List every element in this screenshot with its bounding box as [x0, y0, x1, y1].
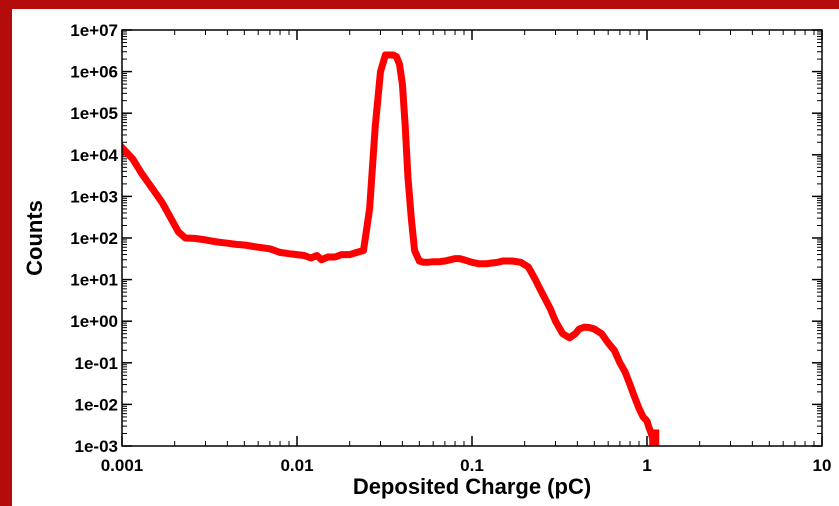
y-tick-label: 1e+01 — [70, 271, 118, 290]
y-tick-label: 1e+06 — [70, 63, 118, 82]
x-axis-title: Deposited Charge (pC) — [353, 474, 591, 499]
deposited-charge-chart: 1e-03 1e-02 1e-01 1e+00 1e+01 1e+02 1e+03 1e+04… — [22, 21, 832, 499]
y-tick-label: 1e-03 — [75, 437, 118, 456]
series-layer — [122, 51, 660, 446]
y-tick-label: 1e+07 — [70, 21, 118, 40]
y-tick-label: 1e-01 — [75, 354, 118, 373]
y-tick-label: 1e+00 — [70, 312, 118, 331]
y-tick-label: 1e-02 — [75, 395, 118, 414]
y-tick-label: 1e+04 — [70, 146, 118, 165]
minor-ticks — [122, 30, 822, 446]
plot-area-frame — [121, 29, 823, 447]
y-tick-label: 1e+05 — [70, 104, 118, 123]
chart-panel: 1e-03 1e-02 1e-01 1e+00 1e+01 1e+02 1e+03 1e+04… — [12, 9, 839, 506]
x-tick-label: 10 — [813, 456, 832, 475]
y-tick-label: 1e+03 — [70, 187, 118, 206]
x-tick-label: 1 — [642, 456, 651, 475]
y-axis-title: Counts — [22, 200, 47, 276]
y-tick-labels: 1e-03 1e-02 1e-01 1e+00 1e+01 1e+02 1e+03 1e+04… — [70, 21, 118, 456]
series-line — [122, 51, 658, 446]
y-tick-label: 1e+02 — [70, 229, 118, 248]
x-tick-labels: 0.001 0.01 0.1 1 10 — [101, 456, 832, 475]
x-tick-label: 0.01 — [280, 456, 313, 475]
series-end-marker — [649, 429, 660, 446]
major-ticks — [121, 29, 823, 447]
x-tick-label: 0.1 — [460, 456, 484, 475]
x-tick-label: 0.001 — [101, 456, 144, 475]
